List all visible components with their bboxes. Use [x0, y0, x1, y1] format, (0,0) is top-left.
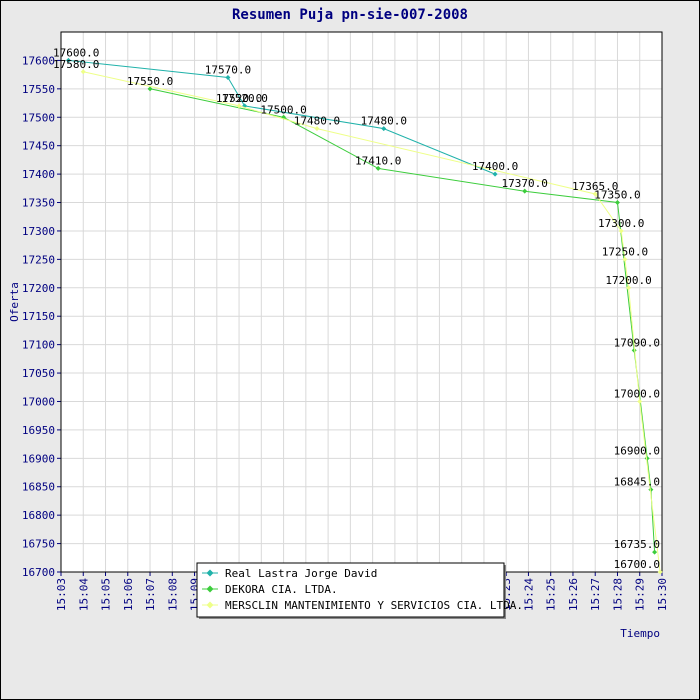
data-label: 17550.0	[127, 75, 173, 88]
data-label: 16900.0	[614, 444, 660, 457]
data-point	[225, 74, 231, 80]
legend-entry: DEKORA CIA. LTDA.	[225, 583, 338, 596]
y-tick-label: 17600	[22, 54, 55, 67]
data-label: 17250.0	[602, 245, 648, 258]
y-tick-label: 16950	[22, 424, 55, 437]
data-label: 17300.0	[598, 217, 644, 230]
data-label: 17350.0	[594, 189, 640, 202]
legend	[196, 562, 505, 618]
data-label: 16700.0	[614, 558, 660, 571]
x-axis-label: Tiempo	[620, 627, 660, 640]
y-tick-label: 17550	[22, 83, 55, 96]
x-tick-label: 15:29	[634, 578, 647, 611]
y-tick-label: 16750	[22, 538, 55, 551]
y-tick-label: 17200	[22, 282, 55, 295]
data-point	[80, 69, 86, 75]
y-tick-label: 16800	[22, 509, 55, 522]
legend-entry: Real Lastra Jorge David	[225, 567, 377, 580]
data-point	[522, 188, 528, 194]
x-tick-label: 15:05	[100, 578, 113, 611]
x-tick-label: 15:27	[589, 578, 602, 611]
y-tick-label: 17300	[22, 225, 55, 238]
x-tick-label: 15:26	[567, 578, 580, 611]
x-tick-label: 15:30	[656, 578, 669, 611]
data-label: 17410.0	[355, 154, 401, 167]
y-tick-label: 17150	[22, 310, 55, 323]
y-tick-label: 17100	[22, 339, 55, 352]
data-point	[626, 285, 632, 291]
x-tick-label: 15:04	[77, 578, 90, 611]
data-point	[314, 126, 320, 132]
y-tick-label: 17450	[22, 140, 55, 153]
data-point	[652, 549, 658, 555]
legend-swatch-marker	[206, 601, 214, 609]
data-point	[614, 200, 620, 206]
data-label: 17520.0	[216, 92, 262, 105]
chart-title: Resumen Puja pn-sie-007-2008	[232, 7, 468, 23]
y-tick-label: 17000	[22, 395, 55, 408]
data-point	[236, 103, 242, 109]
y-tick-label: 17500	[22, 111, 55, 124]
data-label: 16735.0	[614, 538, 660, 551]
data-label: 17520.0	[221, 92, 267, 105]
legend-swatch-marker	[206, 569, 214, 577]
y-tick-label: 16700	[22, 566, 55, 579]
data-label: 17400.0	[472, 160, 518, 173]
x-tick-label: 15:28	[611, 578, 624, 611]
x-tick-label: 15:06	[122, 578, 135, 611]
data-label: 17370.0	[502, 177, 548, 190]
data-label: 17500.0	[260, 103, 306, 116]
data-label: 17200.0	[605, 274, 651, 287]
data-point	[492, 171, 498, 177]
data-label: 17365.0	[572, 180, 618, 193]
data-point	[375, 165, 381, 171]
y-tick-label: 16900	[22, 452, 55, 465]
data-label: 17580.0	[53, 58, 99, 71]
legend-entry: MERSCLIN MANTENIMIENTO Y SERVICIOS CIA. …	[225, 599, 523, 612]
y-tick-label: 17050	[22, 367, 55, 380]
data-point	[381, 126, 387, 132]
data-point	[657, 569, 663, 575]
data-label: 16845.0	[614, 476, 660, 489]
x-tick-label: 15:03	[55, 578, 68, 611]
x-tick-label: 15:25	[545, 578, 558, 611]
data-label: 17480.0	[361, 115, 407, 128]
y-tick-label: 16850	[22, 481, 55, 494]
y-tick-label: 17250	[22, 253, 55, 266]
x-tick-label: 15:07	[144, 578, 157, 611]
data-label: 17000.0	[614, 387, 660, 400]
data-point	[65, 57, 71, 63]
x-tick-label: 15:24	[522, 578, 535, 611]
y-axis-label: Oferta	[8, 282, 21, 322]
y-tick-label: 17350	[22, 197, 55, 210]
x-tick-label: 15:08	[166, 578, 179, 611]
data-point	[592, 191, 598, 197]
data-label: 17480.0	[294, 115, 340, 128]
data-point	[618, 228, 624, 234]
data-label: 17570.0	[205, 63, 251, 76]
data-label: 17090.0	[614, 336, 660, 349]
legend-swatch-marker	[206, 585, 214, 593]
plot-area	[61, 32, 662, 572]
data-point	[147, 86, 153, 92]
data-point	[622, 256, 628, 262]
data-label: 17600.0	[53, 46, 99, 59]
data-point	[637, 398, 643, 404]
y-tick-label: 17400	[22, 168, 55, 181]
data-point	[631, 347, 637, 353]
